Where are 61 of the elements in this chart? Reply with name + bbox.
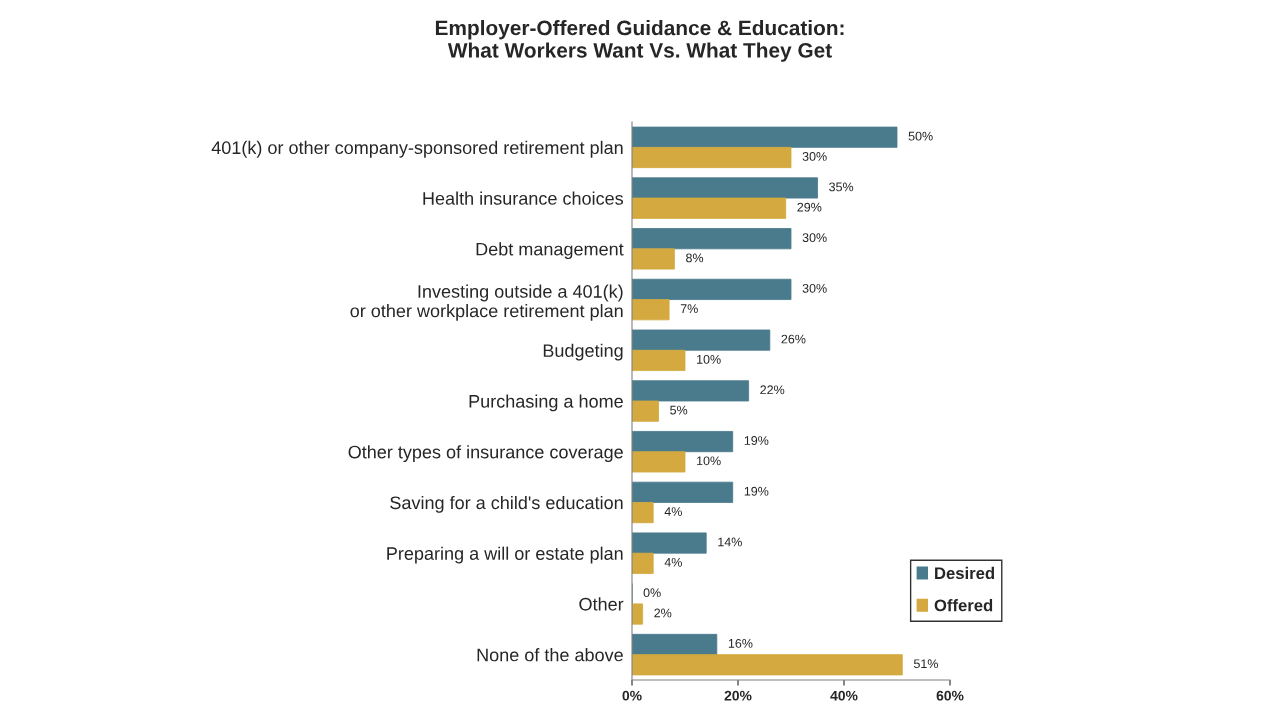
data-label: 50% [908,131,933,141]
y-tick-label: Debt management [476,242,624,260]
y-tick-label: Preparing a will or estate plan [387,546,623,564]
bar [632,552,654,574]
x-tick-label: 60% [936,690,964,701]
bar [632,299,670,321]
x-tick-label: 40% [830,690,858,701]
y-tick-label: Purchasing a home [469,394,623,412]
data-label: 4% [664,557,682,567]
x-tick-label: 20% [724,690,752,701]
bar [632,126,898,148]
data-label: 30% [802,152,827,161]
data-label: 51% [913,659,938,669]
bar [632,431,734,453]
bar [632,146,792,169]
data-label: 10% [697,456,721,466]
data-label: 29% [797,202,822,212]
y-tick-label: 401(k) or other company-sponsored retirement plan [211,140,623,158]
data-label: 5% [670,405,688,415]
data-label: 10% [697,354,721,364]
data-label: 22% [760,385,785,395]
data-label: 14% [718,537,742,547]
y-tick-label: Other types of insurance coverage [348,445,623,463]
legend-label: Offered [934,599,993,612]
y-tick-label: Saving for a child's education [390,495,623,513]
bar [632,502,654,524]
bar [632,177,818,199]
data-label: 19% [744,436,769,445]
bar [632,481,734,503]
bar [632,228,792,250]
bar [632,380,750,402]
bar [632,654,903,676]
bar [632,349,686,371]
bar [632,248,675,270]
data-label: 30% [802,283,827,293]
y-tick-label: Health insurance choices [423,191,624,205]
bar [632,603,644,625]
data-label: 16% [728,638,753,648]
chart-title: Employer-Offered Guidance & Education: What Workers Want Vs. What They Get [435,20,844,62]
legend-label: Desired [935,566,995,580]
data-label: 2% [654,608,672,618]
bar [632,197,787,219]
bar [632,633,718,656]
bar [632,278,792,300]
data-label: 4% [664,507,682,516]
data-label: 35% [829,182,854,192]
bar [632,532,707,554]
data-label: 7% [680,304,698,313]
data-label: 30% [802,233,827,243]
y-tick-label: Budgeting [543,343,623,361]
bar [632,400,659,422]
bar [632,451,686,473]
data-label: 8% [686,253,704,263]
data-label: 19% [744,486,769,496]
bar [632,329,771,351]
y-tick-label: Other [579,597,624,611]
y-tick-label: Investing outside a 401(k) or other workplace retirement plan [350,284,623,321]
y-tick-label: None of the above [477,648,623,662]
data-label: 26% [781,334,806,344]
data-label: 0% [643,588,661,598]
x-tick-label: 0% [622,690,642,701]
